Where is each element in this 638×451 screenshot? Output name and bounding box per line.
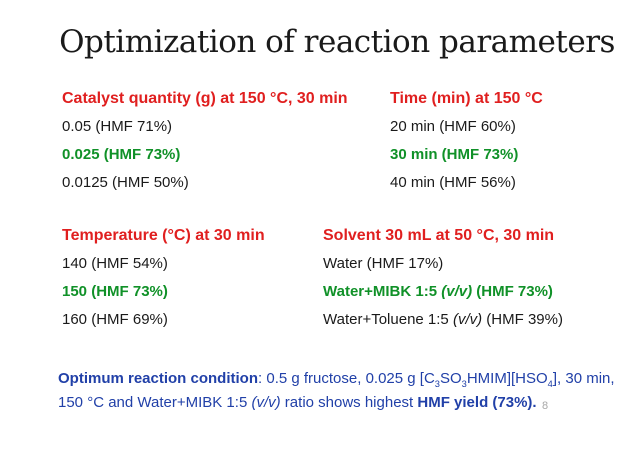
page-number: 8 [542,400,549,412]
section-temperature: Temperature (°C) at 30 min 140 (HMF 54%)… [62,226,362,339]
section-header-temperature: Temperature (°C) at 30 min [62,227,265,244]
list-item: 40 min (HMF 56%) [390,174,516,191]
list-item: 20 min (HMF 60%) [390,118,516,135]
section-solvent: Solvent 30 mL at 50 °C, 30 min Water (HM… [323,226,635,339]
list-item: Water+MIBK 1:5 (v/v) (HMF 73%) [323,283,553,300]
section-header-catalyst: Catalyst quantity (g) at 150 °C, 30 min [62,90,348,107]
list-item: 0.025 (HMF 73%) [62,146,181,163]
list-item: 30 min (HMF 73%) [390,146,519,163]
section-time: Time (min) at 150 °C 20 min (HMF 60%) 30… [390,89,635,202]
section-catalyst: Catalyst quantity (g) at 150 °C, 30 min … [62,89,407,202]
list-item: 0.0125 (HMF 50%) [62,174,189,191]
section-header-solvent: Solvent 30 mL at 50 °C, 30 min [323,227,555,244]
list-item: Water (HMF 17%) [323,255,444,272]
section-header-time: Time (min) at 150 °C [390,90,543,107]
list-item: 150 (HMF 73%) [62,283,168,300]
list-item: 160 (HMF 69%) [62,311,168,328]
optimum-note-line-1: Optimum reaction condition: 0.5 g fructo… [58,370,615,389]
optimum-note: Optimum reaction condition: 0.5 g fructo… [58,367,618,415]
list-item: Water+Toluene 1:5 (v/v) (HMF 39%) [323,311,563,328]
list-item: 0.05 (HMF 71%) [62,118,173,135]
slide-title: Optimization of reaction parameters [59,24,615,60]
optimum-note-line-2: 150 °C and Water+MIBK 1:5 (v/v) ratio sh… [58,394,537,411]
list-item: 140 (HMF 54%) [62,255,168,272]
